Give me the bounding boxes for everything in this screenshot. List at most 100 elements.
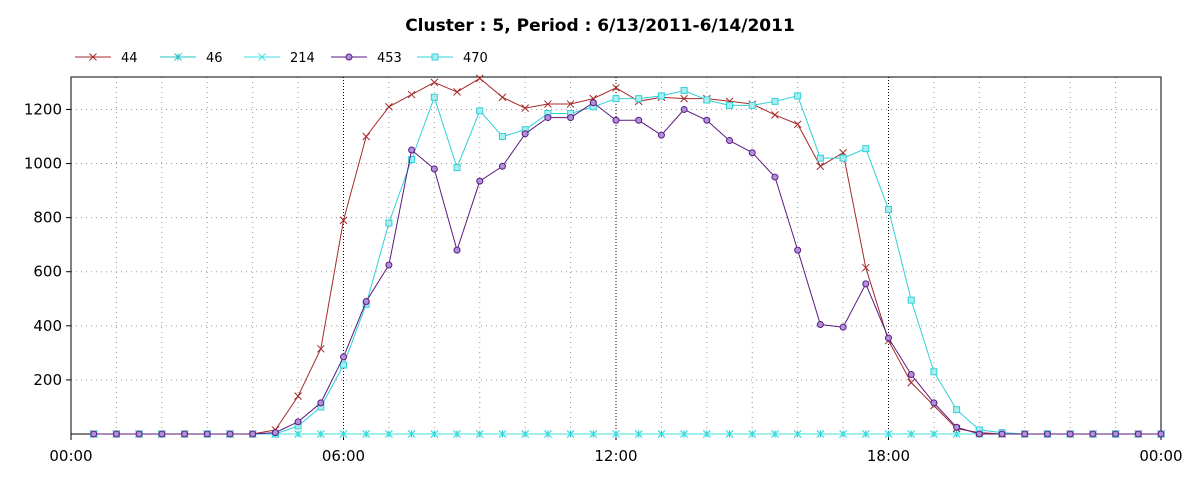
data-point: [407, 430, 416, 438]
data-point: [1066, 430, 1074, 438]
data-point: [771, 97, 779, 105]
data-point: [1157, 430, 1165, 438]
data-point: [794, 246, 802, 254]
data-point: [339, 430, 348, 438]
marker-stroke: [884, 430, 893, 438]
marker-stroke: [89, 53, 97, 61]
data-point: [861, 263, 870, 272]
marker-stroke: [362, 132, 371, 141]
data-point: [657, 131, 665, 139]
legend-item-453: 453: [331, 51, 402, 66]
marker-stroke: [771, 430, 779, 438]
data-point: [862, 145, 870, 153]
data-point: [544, 430, 552, 438]
data-point: [362, 430, 371, 438]
data-point: [793, 120, 802, 129]
x-tick-label: 00:00: [49, 447, 92, 465]
data-point: [907, 371, 915, 378]
data-point: [839, 154, 847, 162]
legend-item-46: 46: [160, 51, 223, 66]
marker-stroke: [680, 430, 688, 438]
marker-stroke: [407, 430, 416, 438]
data-point: [90, 430, 98, 438]
data-point: [566, 430, 575, 438]
data-point: [771, 430, 779, 438]
data-point: [430, 430, 439, 438]
data-point: [612, 83, 620, 92]
data-point: [930, 430, 938, 438]
marker-stroke: [385, 430, 393, 438]
data-point: [294, 430, 302, 438]
data-point: [498, 162, 506, 170]
y-tick-label: 200: [33, 371, 62, 389]
data-point: [1112, 430, 1120, 438]
marker-stroke: [612, 83, 620, 92]
marker-stroke: [521, 430, 530, 438]
data-point: [521, 104, 530, 112]
data-point: [703, 96, 711, 104]
data-point: [930, 399, 938, 407]
data-point: [680, 105, 688, 113]
marker-stroke: [907, 378, 916, 387]
data-point: [930, 368, 938, 376]
data-point: [885, 334, 892, 342]
data-point: [544, 114, 552, 122]
data-point: [316, 344, 325, 353]
legend-label: 214: [290, 51, 315, 66]
marker-stroke: [657, 430, 666, 438]
marker-stroke: [453, 88, 461, 96]
data-point: [725, 430, 734, 438]
marker-stroke: [430, 430, 439, 438]
data-point: [816, 320, 824, 328]
series-line-44: [93, 77, 1161, 435]
data-point: [839, 430, 847, 438]
marker-stroke: [521, 104, 530, 112]
marker-stroke: [407, 90, 416, 99]
data-point: [907, 378, 916, 387]
data-point: [793, 430, 802, 438]
marker-stroke: [725, 430, 734, 438]
data-point: [498, 133, 506, 140]
marker-stroke: [793, 120, 802, 129]
marker-stroke: [634, 430, 643, 438]
data-point: [794, 92, 802, 100]
data-point: [316, 430, 325, 438]
marker-stroke: [612, 430, 620, 438]
data-point: [771, 111, 779, 119]
data-point: [476, 107, 484, 115]
data-point: [498, 430, 507, 438]
legend-item-470: 470: [417, 51, 488, 66]
marker-stroke: [589, 430, 598, 438]
marker-stroke: [475, 430, 484, 438]
x-tick-label: 12:00: [594, 447, 637, 465]
data-point: [430, 165, 438, 173]
data-point: [1089, 430, 1097, 438]
marker-stroke: [816, 162, 825, 171]
y-axis: 200 400 600 800 1000 1200: [24, 100, 71, 389]
marker-stroke: [702, 430, 711, 438]
y-tick-label: 600: [33, 263, 62, 281]
legend-label: 453: [377, 51, 402, 66]
marker-stroke: [566, 100, 575, 108]
data-point: [748, 149, 756, 157]
marker-stroke: [544, 430, 552, 438]
data-point: [566, 100, 575, 108]
marker-stroke: [498, 430, 507, 438]
data-point: [907, 296, 915, 304]
data-point: [885, 206, 892, 214]
series-line-453: [93, 102, 1161, 435]
y-tick-label: 1200: [24, 100, 62, 118]
data-point: [385, 219, 393, 227]
data-point: [635, 116, 643, 124]
data-point: [362, 297, 370, 305]
y-tick-label: 400: [33, 317, 62, 335]
x-tick-label: 00:00: [1139, 447, 1182, 465]
marker-stroke: [453, 430, 461, 438]
data-point: [475, 430, 484, 438]
data-point: [748, 430, 757, 438]
data-point: [657, 92, 665, 100]
data-point: [453, 164, 461, 172]
data-point: [680, 94, 688, 103]
data-point: [181, 430, 189, 438]
